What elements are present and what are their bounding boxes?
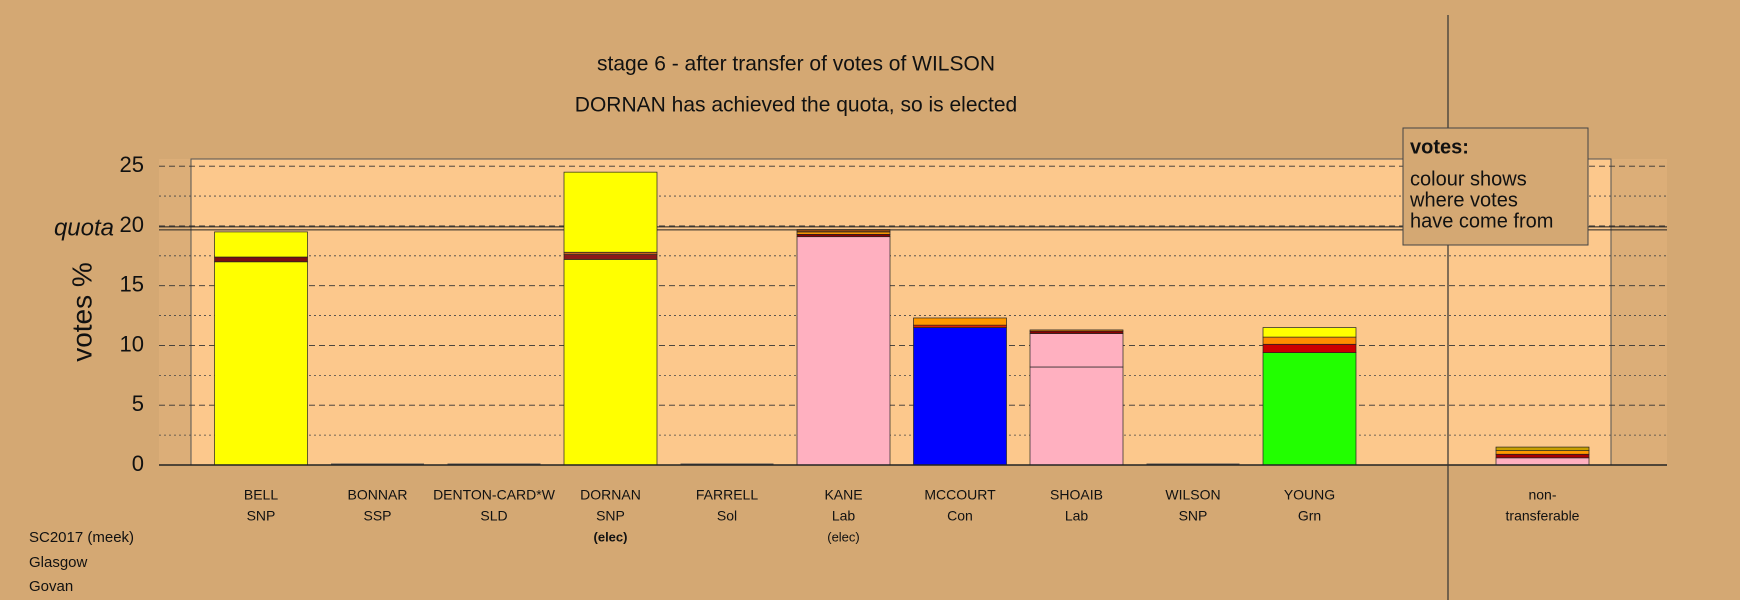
bar-segment (1495, 450, 1590, 455)
bar-segment (1495, 453, 1590, 459)
footer-text: Govan (29, 578, 73, 595)
x-tick-label: DENTON-CARD*W (433, 487, 556, 503)
party-label: Lab (832, 508, 856, 524)
bar-segment (796, 236, 891, 466)
bar-segment (1262, 352, 1357, 466)
x-tick-label: BONNAR (348, 487, 408, 503)
bar-segment (1029, 333, 1124, 368)
party-label: SNP (1179, 508, 1208, 524)
y-tick-label: 5 (132, 391, 144, 416)
bar-segment (1495, 446, 1590, 452)
x-tick-label: BELL (244, 487, 278, 503)
bar-segment (563, 251, 658, 255)
bar-segment (214, 256, 308, 263)
legend-text: colour shows (1410, 168, 1527, 190)
bar-segment (1029, 366, 1124, 466)
x-tick-label: MCCOURT (924, 487, 996, 503)
bar-segment (796, 229, 891, 233)
bar-segment (1495, 457, 1590, 466)
elected-note: (elec) (594, 529, 628, 544)
x-tick-label: DORNAN (580, 487, 641, 503)
x-tick-label: KANE (824, 487, 862, 503)
bar-segment (796, 231, 891, 235)
bar-segment (796, 233, 891, 238)
bar-segment (563, 259, 658, 466)
bar-segment (1262, 343, 1357, 353)
y-tick-label: 20 (120, 212, 144, 237)
party-label: Sol (717, 508, 737, 524)
party-label: transferable (1506, 508, 1580, 524)
bar-segment (913, 324, 1007, 328)
bar-segment (1262, 327, 1357, 338)
x-tick-label: FARRELL (696, 487, 758, 503)
party-label: SLD (480, 508, 507, 524)
party-label: Grn (1298, 508, 1321, 524)
legend-box (1402, 127, 1589, 246)
bar-segment (1029, 330, 1124, 334)
bar-segment (1029, 329, 1124, 332)
bar-segment (563, 254, 658, 260)
footer-text: SC2017 (meek) (29, 529, 134, 546)
bar-segment (563, 171, 658, 253)
y-tick-label: 10 (120, 331, 144, 356)
x-tick-label: WILSON (1165, 487, 1220, 503)
party-label: SSP (363, 508, 391, 524)
bar-segment (913, 327, 1007, 466)
x-tick-label: YOUNG (1284, 487, 1335, 503)
chart-subtitle: DORNAN has achieved the quota, so is ele… (575, 94, 1017, 117)
footer-text: Glasgow (29, 554, 88, 571)
quota-label: quota (54, 215, 114, 242)
x-tick-label: SHOAIB (1050, 487, 1103, 503)
y-tick-label: 0 (132, 451, 144, 476)
legend-heading: votes: (1410, 136, 1469, 158)
plot-area (190, 158, 1612, 466)
party-label: Lab (1065, 508, 1089, 524)
y-tick-label: 25 (120, 152, 144, 177)
party-label: SNP (596, 508, 625, 524)
elected-note: (elec) (827, 529, 860, 544)
bar-segment (913, 317, 1007, 326)
party-label: Con (947, 508, 973, 524)
bar-segment (214, 261, 308, 466)
legend-text: where votes (1409, 189, 1518, 211)
bar-segment (214, 231, 308, 258)
legend-text: have come from (1410, 210, 1553, 232)
x-tick-label: non- (1528, 487, 1556, 503)
y-axis-label: votes % (66, 262, 97, 362)
y-tick-label: 15 (120, 272, 144, 297)
bar-segment (1262, 336, 1357, 345)
party-label: SNP (247, 508, 276, 524)
chart-title: stage 6 - after transfer of votes of WIL… (597, 53, 995, 76)
plot: 0 5 10 15 20 25 quota BELL SNP BONNAR SSP DENTON-CA… (54, 152, 1667, 544)
